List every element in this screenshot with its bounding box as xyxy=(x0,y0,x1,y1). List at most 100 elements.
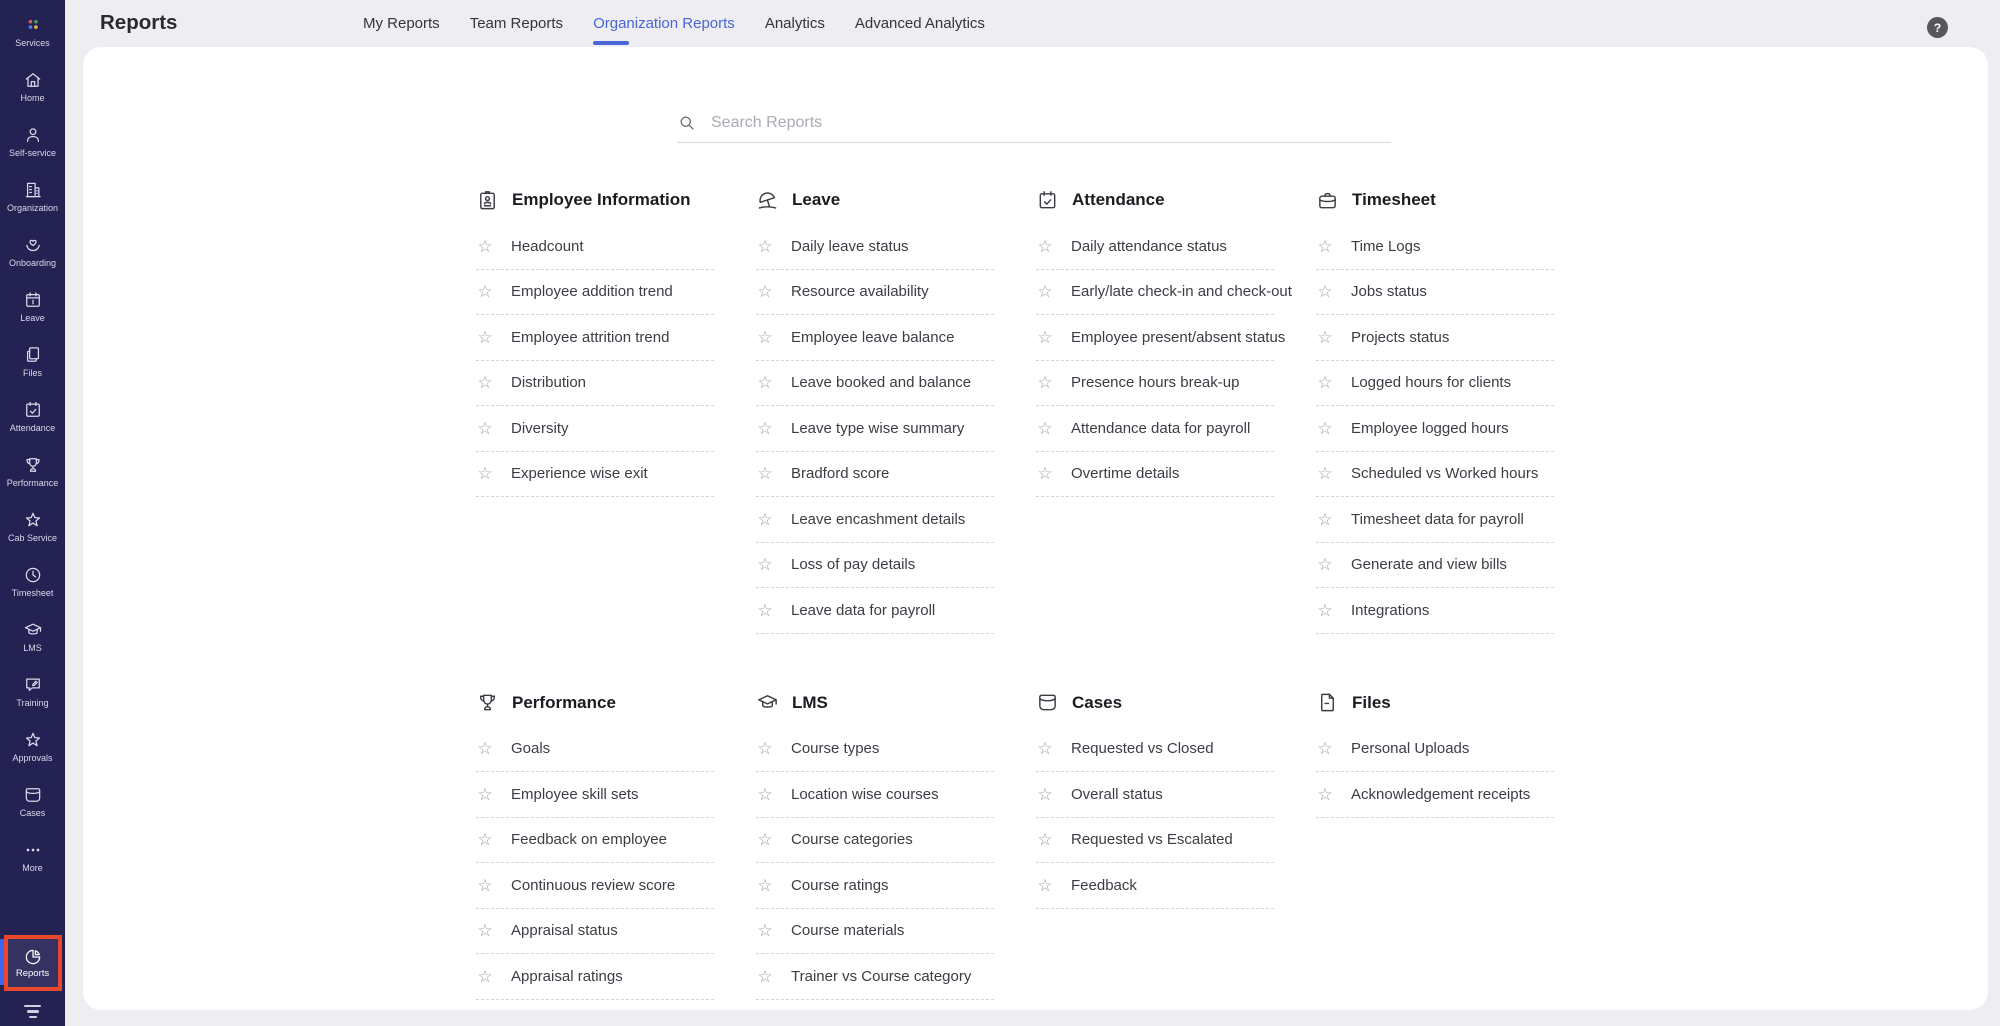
favorite-star-icon[interactable]: ☆ xyxy=(1037,464,1053,484)
report-link-feedback[interactable]: ☆ Feedback xyxy=(1036,863,1274,909)
report-link-employee-addition-trend[interactable]: ☆ Employee addition trend xyxy=(476,270,714,315)
favorite-star-icon[interactable]: ☆ xyxy=(757,600,773,620)
report-link-attendance-data-for-payroll[interactable]: ☆ Attendance data for payroll xyxy=(1036,406,1274,452)
search-input[interactable] xyxy=(711,113,1391,132)
sidebar-item-cases[interactable]: Cases xyxy=(7,774,59,829)
favorite-star-icon[interactable]: ☆ xyxy=(757,282,773,302)
report-link-location-wise-courses[interactable]: ☆ Location wise courses xyxy=(756,772,994,818)
favorite-star-icon[interactable]: ☆ xyxy=(1317,327,1333,347)
sidebar-item-self-service[interactable]: Self-service xyxy=(7,114,59,169)
sidebar-item-training[interactable]: Training xyxy=(7,664,59,719)
favorite-star-icon[interactable]: ☆ xyxy=(477,282,493,302)
report-link-course-types[interactable]: ☆ Course types xyxy=(756,727,994,772)
report-link-resource-availability[interactable]: ☆ Resource availability xyxy=(756,270,994,315)
favorite-star-icon[interactable]: ☆ xyxy=(477,373,493,393)
favorite-star-icon[interactable]: ☆ xyxy=(1317,739,1333,759)
report-link-timesheet-data-for-payroll[interactable]: ☆ Timesheet data for payroll xyxy=(1316,497,1554,543)
report-link-leave-data-for-payroll[interactable]: ☆ Leave data for payroll xyxy=(756,588,994,634)
sidebar-item-approvals[interactable]: Approvals xyxy=(7,719,59,774)
favorite-star-icon[interactable]: ☆ xyxy=(1037,739,1053,759)
favorite-star-icon[interactable]: ☆ xyxy=(757,875,773,895)
favorite-star-icon[interactable]: ☆ xyxy=(1317,555,1333,575)
report-link-scheduled-vs-worked-hours[interactable]: ☆ Scheduled vs Worked hours xyxy=(1316,452,1554,497)
sidebar-item-attendance[interactable]: Attendance xyxy=(7,389,59,444)
favorite-star-icon[interactable]: ☆ xyxy=(477,418,493,438)
report-link-distribution[interactable]: ☆ Distribution xyxy=(476,361,714,406)
tab-advanced-analytics[interactable]: Advanced Analytics xyxy=(854,15,985,32)
sidebar-item-cab-service[interactable]: Cab Service xyxy=(7,499,59,554)
report-link-headcount[interactable]: ☆ Headcount xyxy=(476,224,714,270)
favorite-star-icon[interactable]: ☆ xyxy=(1037,418,1053,438)
tab-analytics[interactable]: Analytics xyxy=(764,15,825,32)
sidebar-item-timesheet[interactable]: Timesheet xyxy=(7,554,59,609)
favorite-star-icon[interactable]: ☆ xyxy=(757,464,773,484)
report-link-logged-hours-for-clients[interactable]: ☆ Logged hours for clients xyxy=(1316,361,1554,406)
favorite-star-icon[interactable]: ☆ xyxy=(477,464,493,484)
tab-team-reports[interactable]: Team Reports xyxy=(469,15,564,32)
sidebar-item-reports[interactable]: Reports xyxy=(3,934,62,991)
report-link-employee-attrition-trend[interactable]: ☆ Employee attrition trend xyxy=(476,315,714,361)
favorite-star-icon[interactable]: ☆ xyxy=(757,739,773,759)
report-link-employee-leave-balance[interactable]: ☆ Employee leave balance xyxy=(756,315,994,361)
favorite-star-icon[interactable]: ☆ xyxy=(477,236,493,256)
favorite-star-icon[interactable]: ☆ xyxy=(1317,464,1333,484)
favorite-star-icon[interactable]: ☆ xyxy=(757,373,773,393)
report-link-continuous-review-score[interactable]: ☆ Continuous review score xyxy=(476,863,714,909)
report-link-presence-hours-break-up[interactable]: ☆ Presence hours break-up xyxy=(1036,361,1274,406)
report-link-bradford-score[interactable]: ☆ Bradford score xyxy=(756,452,994,497)
report-link-appraisal-status[interactable]: ☆ Appraisal status xyxy=(476,909,714,954)
favorite-star-icon[interactable]: ☆ xyxy=(1317,373,1333,393)
report-link-overall-status[interactable]: ☆ Overall status xyxy=(1036,772,1274,818)
sidebar-item-home[interactable]: Home xyxy=(7,59,59,114)
favorite-star-icon[interactable]: ☆ xyxy=(477,327,493,347)
sidebar-item-onboarding[interactable]: Onboarding xyxy=(7,224,59,279)
report-link-projects-status[interactable]: ☆ Projects status xyxy=(1316,315,1554,361)
report-link-jobs-status[interactable]: ☆ Jobs status xyxy=(1316,270,1554,315)
report-link-employee-present-absent-status[interactable]: ☆ Employee present/absent status xyxy=(1036,315,1285,361)
report-link-daily-attendance-status[interactable]: ☆ Daily attendance status xyxy=(1036,224,1274,270)
favorite-star-icon[interactable]: ☆ xyxy=(757,236,773,256)
report-link-leave-encashment-details[interactable]: ☆ Leave encashment details xyxy=(756,497,994,543)
tab-organization-reports[interactable]: Organization Reports xyxy=(591,9,737,45)
report-link-course-ratings[interactable]: ☆ Course ratings xyxy=(756,863,994,909)
report-link-requested-vs-escalated[interactable]: ☆ Requested vs Escalated xyxy=(1036,818,1274,863)
report-link-acknowledgement-receipts[interactable]: ☆ Acknowledgement receipts xyxy=(1316,772,1554,818)
report-link-employee-logged-hours[interactable]: ☆ Employee logged hours xyxy=(1316,406,1554,452)
favorite-star-icon[interactable]: ☆ xyxy=(1037,875,1053,895)
favorite-star-icon[interactable]: ☆ xyxy=(477,784,493,804)
report-link-course-materials[interactable]: ☆ Course materials xyxy=(756,909,994,954)
sidebar-item-organization[interactable]: Organization xyxy=(7,169,59,224)
report-link-appraisal-ratings[interactable]: ☆ Appraisal ratings xyxy=(476,954,714,1000)
sidebar-item-lms[interactable]: LMS xyxy=(7,609,59,664)
favorite-star-icon[interactable]: ☆ xyxy=(757,966,773,986)
favorite-star-icon[interactable]: ☆ xyxy=(477,739,493,759)
favorite-star-icon[interactable]: ☆ xyxy=(1317,282,1333,302)
report-link-overtime-details[interactable]: ☆ Overtime details xyxy=(1036,452,1274,497)
collapse-menu-icon[interactable] xyxy=(24,1004,41,1018)
report-link-integrations[interactable]: ☆ Integrations xyxy=(1316,588,1554,634)
report-link-course-categories[interactable]: ☆ Course categories xyxy=(756,818,994,863)
favorite-star-icon[interactable]: ☆ xyxy=(1317,236,1333,256)
report-link-generate-and-view-bills[interactable]: ☆ Generate and view bills xyxy=(1316,543,1554,588)
favorite-star-icon[interactable]: ☆ xyxy=(1317,600,1333,620)
favorite-star-icon[interactable]: ☆ xyxy=(477,875,493,895)
favorite-star-icon[interactable]: ☆ xyxy=(1037,373,1053,393)
favorite-star-icon[interactable]: ☆ xyxy=(477,966,493,986)
report-link-trainer-vs-course-category[interactable]: ☆ Trainer vs Course category xyxy=(756,954,994,1000)
favorite-star-icon[interactable]: ☆ xyxy=(757,327,773,347)
favorite-star-icon[interactable]: ☆ xyxy=(1317,784,1333,804)
favorite-star-icon[interactable]: ☆ xyxy=(1037,784,1053,804)
favorite-star-icon[interactable]: ☆ xyxy=(757,418,773,438)
report-link-employee-skill-sets[interactable]: ☆ Employee skill sets xyxy=(476,772,714,818)
help-icon[interactable]: ? xyxy=(1927,17,1948,38)
report-link-goals[interactable]: ☆ Goals xyxy=(476,727,714,772)
sidebar-item-files[interactable]: Files xyxy=(7,334,59,389)
favorite-star-icon[interactable]: ☆ xyxy=(1317,418,1333,438)
favorite-star-icon[interactable]: ☆ xyxy=(1037,327,1053,347)
favorite-star-icon[interactable]: ☆ xyxy=(1037,830,1053,850)
report-link-requested-vs-closed[interactable]: ☆ Requested vs Closed xyxy=(1036,727,1274,772)
report-link-experience-wise-exit[interactable]: ☆ Experience wise exit xyxy=(476,452,714,497)
favorite-star-icon[interactable]: ☆ xyxy=(477,830,493,850)
sidebar-item-more[interactable]: More xyxy=(7,829,59,884)
sidebar-item-leave[interactable]: Leave xyxy=(7,279,59,334)
